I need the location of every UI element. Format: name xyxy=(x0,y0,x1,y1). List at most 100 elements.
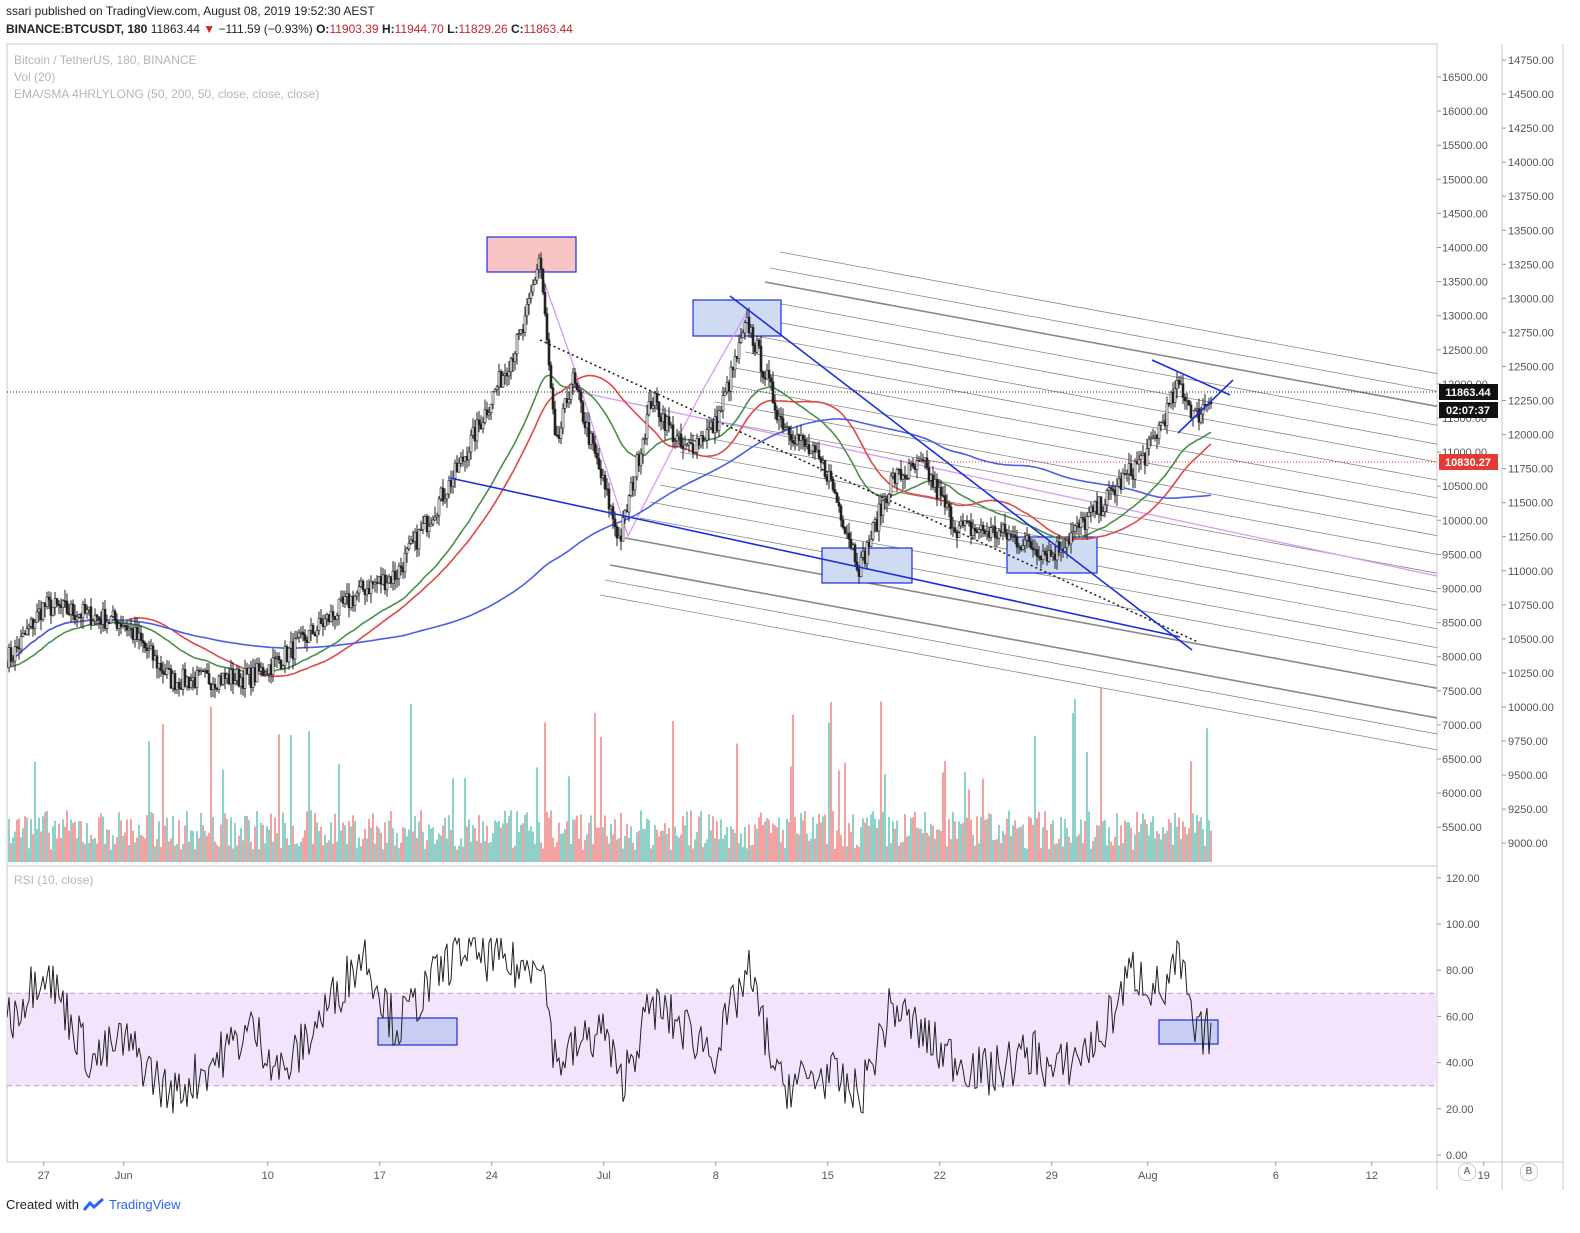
candle-up xyxy=(651,405,655,409)
volume-bar-down xyxy=(832,811,834,862)
candle-up xyxy=(1145,448,1149,466)
volume-bar-down xyxy=(390,810,392,862)
time-axis-label: Jun xyxy=(115,1170,133,1182)
volume-bar-down xyxy=(566,821,568,862)
candle-down xyxy=(775,409,779,421)
candle-up xyxy=(1149,437,1153,440)
volume-bar-down xyxy=(228,845,230,862)
candle-up xyxy=(1071,531,1075,534)
candle-down xyxy=(807,444,811,454)
volume-bar-up xyxy=(236,845,238,862)
candle-up xyxy=(1179,383,1183,386)
candle-down xyxy=(213,684,217,689)
candle-up xyxy=(153,655,157,661)
candle-up xyxy=(1073,525,1077,532)
volume-bar-up xyxy=(282,812,284,862)
candle-up xyxy=(433,516,437,521)
volume-bar-down xyxy=(728,847,730,862)
volume-bar-down xyxy=(480,842,482,862)
volume-bar-up xyxy=(30,818,32,862)
left-axis-label: 9500.00 xyxy=(1442,549,1482,561)
candle-down xyxy=(97,616,101,620)
volume-bar-down xyxy=(632,842,634,862)
candle-down xyxy=(899,469,903,480)
candle-up xyxy=(7,647,11,668)
volume-bar-down xyxy=(962,823,964,862)
candle-down xyxy=(829,470,833,480)
volume-bar-down xyxy=(780,842,782,862)
candle-down xyxy=(1003,523,1007,534)
volume-bar-down xyxy=(116,836,118,862)
volume-bar-up xyxy=(1208,820,1210,862)
candle-down xyxy=(115,620,119,629)
candle-up xyxy=(235,668,239,681)
candle-down xyxy=(943,495,947,508)
volume-bar-up xyxy=(112,835,114,862)
volume-bar-up xyxy=(1126,822,1128,862)
volume-bar-up xyxy=(952,811,954,862)
candle-up xyxy=(33,622,37,629)
candle-down xyxy=(253,667,257,683)
volume-bar-down xyxy=(142,836,144,862)
time-axis-label: 17 xyxy=(374,1170,386,1182)
candle-up xyxy=(685,444,689,447)
volume-bar-up xyxy=(76,838,78,862)
volume-bar-up xyxy=(810,838,812,862)
candle-down xyxy=(187,676,191,688)
candle-down xyxy=(773,402,777,411)
candle-up xyxy=(121,625,125,628)
volume-bar-up xyxy=(784,847,786,862)
low-label: L: xyxy=(447,22,459,36)
rsi-highlight-box xyxy=(377,1017,458,1046)
auto-scale-button[interactable]: A xyxy=(1458,1163,1476,1181)
volume-bar-down xyxy=(320,826,322,862)
volume-bar-up xyxy=(654,825,656,862)
time-axis-label: 8 xyxy=(713,1170,719,1182)
candle-up xyxy=(1127,463,1131,475)
volume-bar-up xyxy=(122,835,124,862)
candle-down xyxy=(539,257,543,270)
volume-bar-down xyxy=(380,832,382,862)
volume-bar-down xyxy=(156,839,158,862)
volume-bar-down xyxy=(904,814,906,862)
volume-bar-down xyxy=(168,841,170,862)
candle-down xyxy=(925,457,929,469)
tradingview-logo-icon xyxy=(82,1197,104,1211)
volume-bar-up xyxy=(972,834,974,862)
candle-down xyxy=(231,669,235,685)
candle-down xyxy=(179,687,183,690)
volume-bar-up xyxy=(190,830,192,862)
volume-bar-up xyxy=(212,817,214,862)
candle-down xyxy=(63,600,67,602)
candle-up xyxy=(881,500,885,517)
volume-bar-up xyxy=(510,810,512,862)
candle-down xyxy=(657,401,661,418)
publish-line: ssari published on TradingView.com, Augu… xyxy=(6,4,375,18)
volume-bar-up xyxy=(1148,835,1150,862)
candle-up xyxy=(429,523,433,527)
volume-bar-up xyxy=(636,832,638,862)
volume-bar-up xyxy=(528,830,530,862)
level-badge: 10830.27 xyxy=(1445,457,1491,469)
volume-bar-up xyxy=(294,844,296,862)
volume-bar-up xyxy=(920,828,922,862)
volume-bar-up xyxy=(960,824,962,862)
candle-down xyxy=(1083,519,1087,530)
scale-b-button[interactable]: B xyxy=(1520,1163,1538,1181)
candle-up xyxy=(907,463,911,479)
candle-up xyxy=(355,592,359,597)
volume-bar-down xyxy=(804,810,806,862)
right-axis-label: 10000.00 xyxy=(1508,702,1554,714)
pitchfork-line xyxy=(679,451,1437,593)
right-axis-label: 12750.00 xyxy=(1508,327,1554,339)
volume-bar-down xyxy=(114,844,116,862)
candle-up xyxy=(431,519,435,525)
candle-down xyxy=(655,392,659,403)
candle-down xyxy=(595,452,599,459)
candle-down xyxy=(193,677,197,688)
volume-bar-down xyxy=(798,834,800,862)
volume-bar-down xyxy=(364,828,366,862)
volume-bar-up xyxy=(878,819,880,862)
volume-bar-up xyxy=(498,820,500,862)
